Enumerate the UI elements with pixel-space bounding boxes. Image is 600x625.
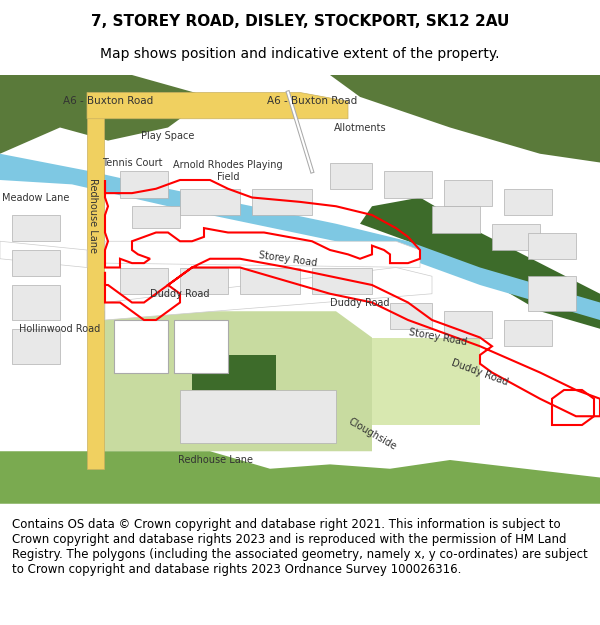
Polygon shape — [132, 206, 180, 228]
Polygon shape — [105, 268, 432, 320]
Text: Cloughside: Cloughside — [346, 416, 398, 452]
Text: 7, STOREY ROAD, DISLEY, STOCKPORT, SK12 2AU: 7, STOREY ROAD, DISLEY, STOCKPORT, SK12 … — [91, 14, 509, 29]
Polygon shape — [504, 189, 552, 215]
Polygon shape — [504, 320, 552, 346]
Polygon shape — [444, 311, 492, 338]
Text: Contains OS data © Crown copyright and database right 2021. This information is : Contains OS data © Crown copyright and d… — [12, 518, 588, 576]
Text: Meadow Lane: Meadow Lane — [2, 192, 70, 202]
Text: Arnold Rhodes Playing
Field: Arnold Rhodes Playing Field — [173, 161, 283, 182]
Polygon shape — [528, 232, 576, 259]
Polygon shape — [390, 302, 432, 329]
Text: Redhouse Lane: Redhouse Lane — [179, 455, 254, 465]
Polygon shape — [12, 329, 60, 364]
Polygon shape — [312, 268, 372, 294]
Polygon shape — [12, 215, 60, 241]
Polygon shape — [492, 224, 540, 250]
Text: Storey Road: Storey Road — [258, 250, 318, 268]
Text: Duddy Road: Duddy Road — [150, 289, 210, 299]
Text: Allotments: Allotments — [334, 122, 386, 132]
Polygon shape — [0, 451, 600, 504]
Text: A6 - Buxton Road: A6 - Buxton Road — [63, 96, 153, 106]
Polygon shape — [192, 355, 276, 390]
Polygon shape — [384, 171, 432, 198]
Polygon shape — [372, 338, 480, 425]
Polygon shape — [120, 171, 168, 198]
Polygon shape — [252, 189, 312, 215]
Polygon shape — [174, 320, 228, 372]
Polygon shape — [96, 311, 372, 451]
Polygon shape — [360, 198, 600, 329]
Text: Map shows position and indicative extent of the property.: Map shows position and indicative extent… — [100, 47, 500, 61]
Polygon shape — [0, 75, 210, 154]
Text: Storey Road: Storey Road — [408, 328, 468, 348]
Polygon shape — [180, 390, 336, 442]
Text: Duddy Road: Duddy Road — [451, 357, 509, 388]
Polygon shape — [180, 268, 228, 294]
Polygon shape — [0, 154, 600, 320]
Polygon shape — [87, 92, 348, 119]
Text: Duddy Road: Duddy Road — [330, 298, 390, 308]
Polygon shape — [432, 206, 480, 232]
Polygon shape — [180, 189, 240, 215]
Polygon shape — [114, 320, 168, 372]
Text: Tennis Court: Tennis Court — [102, 158, 162, 168]
Text: Redhouse Lane: Redhouse Lane — [88, 177, 98, 252]
Polygon shape — [330, 75, 600, 162]
Polygon shape — [174, 320, 228, 372]
Text: Hollinwood Road: Hollinwood Road — [19, 324, 101, 334]
Text: A6 - Buxton Road: A6 - Buxton Road — [267, 96, 357, 106]
Polygon shape — [120, 268, 168, 294]
Polygon shape — [12, 285, 60, 320]
Polygon shape — [0, 241, 87, 268]
Bar — [87, 110, 104, 469]
Polygon shape — [114, 320, 168, 372]
Polygon shape — [12, 250, 60, 276]
Text: Play Space: Play Space — [142, 131, 194, 141]
Polygon shape — [105, 241, 420, 268]
Polygon shape — [444, 180, 492, 206]
Polygon shape — [528, 276, 576, 311]
Polygon shape — [330, 162, 372, 189]
Polygon shape — [240, 268, 300, 294]
